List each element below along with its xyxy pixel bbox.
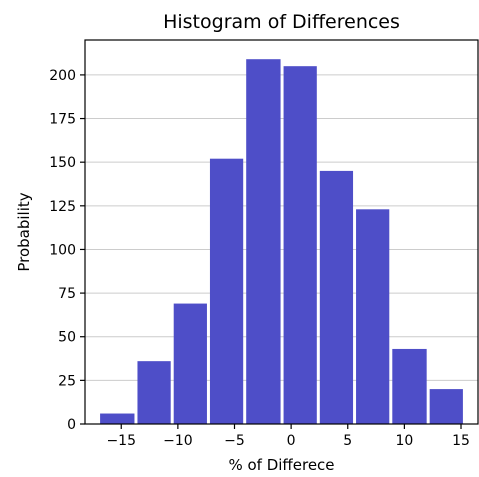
bar-6 <box>319 170 354 424</box>
bar-0 <box>100 413 135 424</box>
bar-2 <box>173 303 207 424</box>
x-axis-ticks: −15 −10 −5 0 5 10 15 <box>106 424 470 449</box>
bar-1 <box>137 361 171 424</box>
bar-3 <box>209 158 244 424</box>
x-tick-label: 0 <box>287 433 296 449</box>
y-tick-label: 150 <box>49 155 76 171</box>
x-axis-label: % of Differece <box>228 456 334 474</box>
y-tick-label: 100 <box>49 242 76 258</box>
plot-frame <box>84 39 479 425</box>
y-tick-label: 125 <box>49 199 76 215</box>
chart-title: Histogram of Differences <box>163 11 400 33</box>
x-tick-label: −15 <box>106 433 136 449</box>
y-tick-label: 0 <box>67 417 76 433</box>
y-axis-label: Probability <box>15 192 33 271</box>
y-axis-ticks: 0 25 50 75 100 125 150 175 200 <box>49 68 85 433</box>
bar-9 <box>429 389 463 424</box>
bar-8 <box>392 348 427 424</box>
y-tick-label: 75 <box>58 286 76 302</box>
bar-7 <box>356 209 390 424</box>
x-tick-label: 5 <box>343 433 352 449</box>
x-tick-label: 15 <box>452 433 470 449</box>
x-tick-label: 10 <box>395 433 413 449</box>
bar-5 <box>283 66 317 424</box>
x-tick-label: −5 <box>224 433 245 449</box>
y-tick-label: 200 <box>49 68 76 84</box>
bar-4 <box>246 59 281 424</box>
y-tick-label: 175 <box>49 112 76 128</box>
y-tick-label: 50 <box>58 330 76 346</box>
bars <box>100 59 463 424</box>
y-tick-label: 25 <box>58 373 76 389</box>
x-tick-label: −10 <box>163 433 193 449</box>
